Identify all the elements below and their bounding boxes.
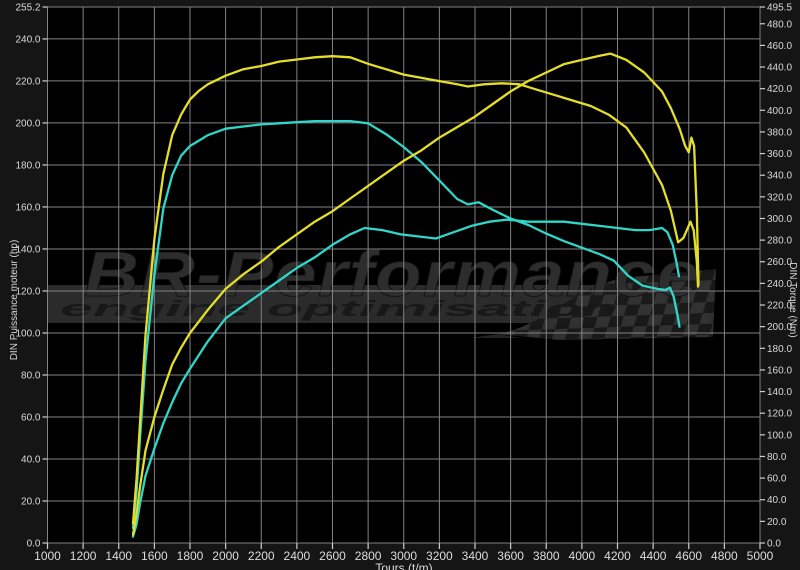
left-axis-tick-label: 60.0	[21, 412, 41, 423]
x-axis-tick-label: 4600	[675, 549, 702, 563]
axis-tick-labels: 0.0 20.0 40.0 60.0 80.0 100.0 120.0 140.0 160.0 1…	[15, 3, 792, 564]
x-axis-tick-label: 3200	[426, 549, 453, 563]
right-axis-tick-label: 40.0	[767, 495, 787, 506]
right-axis-tick-label: 180.0	[767, 344, 792, 355]
x-axis-tick-label: 4000	[569, 549, 596, 563]
x-axis-tick-label: 3800	[533, 549, 560, 563]
x-axis-tick-label: 1400	[105, 549, 132, 563]
left-axis-tick-label: 40.0	[21, 454, 41, 465]
right-axis-tick-label: 0.0	[767, 539, 781, 550]
right-axis-tick-label: 120.0	[767, 409, 792, 420]
axis-ticks	[42, 6, 765, 549]
x-axis-tick-label: 1200	[70, 549, 97, 563]
right-axis-tick-label: 60.0	[767, 474, 787, 485]
x-axis-tick-label: 2400	[284, 549, 311, 563]
left-axis-tick-label: 100.0	[15, 328, 40, 339]
right-axis-tick-label: 280.0	[767, 236, 792, 247]
checkered-flag-tail	[470, 334, 520, 338]
x-axis-tick-label: 1800	[177, 549, 204, 563]
stock-power-hp-curve	[131, 218, 681, 538]
right-axis-tick-label: 340.0	[767, 171, 792, 182]
left-axis-tick-label: 120.0	[15, 286, 40, 297]
left-axis-tick-label: 255.2	[15, 3, 40, 14]
x-axis-tick-label: 4400	[640, 549, 667, 563]
right-axis-tick-label: 260.0	[767, 257, 792, 268]
right-axis-tick-label: 380.0	[767, 127, 792, 138]
left-axis-tick-label: 80.0	[21, 370, 41, 381]
x-axis-tick-label: 2200	[248, 549, 275, 563]
right-axis-tick-label: 420.0	[767, 84, 792, 95]
x-axis-tick-label: 3000	[390, 549, 417, 563]
x-axis-tick-label: 3400	[462, 549, 489, 563]
right-axis-tick-label: 140.0	[767, 387, 792, 398]
left-axis-tick-label: 160.0	[15, 202, 40, 213]
x-axis-tick-label: 2800	[355, 549, 382, 563]
x-axis-tick-label: 5000	[747, 549, 774, 563]
right-axis-tick-label: 240.0	[767, 279, 792, 290]
left-axis-tick-label: 240.0	[15, 34, 40, 45]
right-axis-title: DIN Torque (Nm)	[787, 262, 798, 337]
x-axis-tick-label: 3600	[497, 549, 524, 563]
left-axis-tick-label: 200.0	[15, 118, 40, 129]
x-axis-tick-label: 4200	[604, 549, 631, 563]
x-axis-tick-label: 1600	[141, 549, 168, 563]
watermark-tagline: engine optimisation	[60, 296, 618, 321]
x-axis-title: Tours (t/m)	[375, 561, 432, 570]
left-axis-tick-label: 0.0	[27, 539, 41, 550]
right-axis-tick-label: 360.0	[767, 149, 792, 160]
right-axis-tick-label: 20.0	[767, 517, 787, 528]
right-axis-tick-label: 160.0	[767, 365, 792, 376]
right-axis-tick-label: 480.0	[767, 19, 792, 30]
left-axis-tick-label: 140.0	[15, 244, 40, 255]
dyno-curves	[131, 52, 700, 538]
right-axis-tick-label: 440.0	[767, 63, 792, 74]
right-axis-tick-label: 400.0	[767, 106, 792, 117]
stock-torque-nm-curve	[131, 119, 681, 530]
right-axis-tick-label: 220.0	[767, 301, 792, 312]
right-axis-tick-label: 200.0	[767, 322, 792, 333]
tuned-power-hp-curve	[131, 52, 700, 536]
right-axis-tick-label: 300.0	[767, 214, 792, 225]
checkered-flag	[498, 269, 716, 340]
right-axis-tick-label: 460.0	[767, 41, 792, 52]
left-axis-tick-label: 180.0	[15, 160, 40, 171]
left-axis-tick-label: 220.0	[15, 76, 40, 87]
x-axis-tick-label: 2000	[212, 549, 239, 563]
right-axis-tick-label: 495.5	[767, 3, 792, 14]
x-axis-tick-label: 2600	[319, 549, 346, 563]
right-axis-tick-label: 100.0	[767, 430, 792, 441]
watermark-brand: BR-Performance	[84, 238, 700, 310]
watermark: BR-Performance engine optimisation	[47, 238, 716, 340]
x-axis-tick-label: 4800	[711, 549, 738, 563]
right-axis-tick-label: 320.0	[767, 192, 792, 203]
right-axis-tick-label: 80.0	[767, 452, 787, 463]
left-axis-tick-label: 20.0	[21, 496, 41, 507]
tuned-torque-nm-curve	[131, 55, 700, 525]
left-axis-title: DIN Puissance moteur (hp)	[9, 240, 20, 361]
x-axis-tick-label: 1000	[34, 549, 61, 563]
